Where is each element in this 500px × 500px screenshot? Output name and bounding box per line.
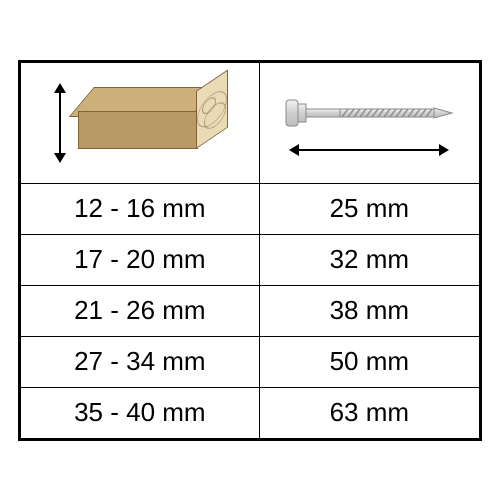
header-screw-length	[259, 62, 479, 183]
table-row: 21 - 26 mm 38 mm	[21, 285, 480, 336]
table-row: 27 - 34 mm 50 mm	[21, 336, 480, 387]
header-wood-thickness	[21, 62, 260, 183]
wood-cell: 21 - 26 mm	[21, 285, 260, 336]
screw-cell: 38 mm	[259, 285, 479, 336]
wood-cell: 17 - 20 mm	[21, 234, 260, 285]
table-row: 35 - 40 mm 63 mm	[21, 387, 480, 438]
thickness-arrow-icon	[54, 83, 66, 163]
screw-cell: 32 mm	[259, 234, 479, 285]
table-row: 17 - 20 mm 32 mm	[21, 234, 480, 285]
screw-icon	[284, 90, 454, 136]
sizing-table-inner: 12 - 16 mm 25 mm 17 - 20 mm 32 mm 21 - 2…	[20, 62, 480, 439]
length-arrow-icon	[289, 144, 449, 156]
wood-cell: 27 - 34 mm	[21, 336, 260, 387]
header-row	[21, 62, 480, 183]
sizing-table: 12 - 16 mm 25 mm 17 - 20 mm 32 mm 21 - 2…	[18, 60, 482, 441]
wood-cell: 35 - 40 mm	[21, 387, 260, 438]
screw-cell: 50 mm	[259, 336, 479, 387]
wood-cell: 12 - 16 mm	[21, 183, 260, 234]
wood-plank-icon	[76, 83, 226, 163]
screw-cell: 25 mm	[259, 183, 479, 234]
table-row: 12 - 16 mm 25 mm	[21, 183, 480, 234]
screw-cell: 63 mm	[259, 387, 479, 438]
